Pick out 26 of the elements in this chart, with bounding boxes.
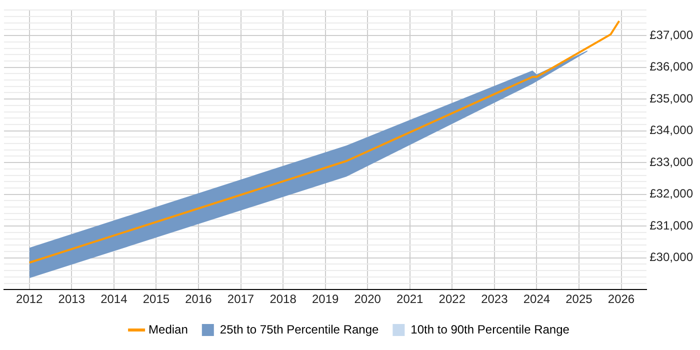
x-tick-label: 2020 bbox=[354, 292, 382, 306]
x-tick-label: 2023 bbox=[481, 292, 508, 306]
y-tick-label: £31,000 bbox=[650, 218, 694, 232]
x-tick-label: 2019 bbox=[312, 292, 339, 306]
legend-label: 25th to 75th Percentile Range bbox=[220, 322, 380, 336]
x-tick-label: 2026 bbox=[608, 292, 635, 306]
x-tick-label: 2021 bbox=[396, 292, 424, 306]
x-tick-label: 2024 bbox=[523, 292, 550, 306]
x-tick-label: 2014 bbox=[100, 292, 128, 306]
y-tick-label: £37,000 bbox=[650, 28, 694, 42]
legend-label: 10th to 90th Percentile Range bbox=[410, 322, 570, 336]
x-tick-label: 2017 bbox=[227, 292, 254, 306]
x-tick-label: 2022 bbox=[438, 292, 466, 306]
y-tick-label: £30,000 bbox=[650, 250, 694, 264]
y-tick-label: £35,000 bbox=[650, 91, 694, 106]
y-tick-label: £33,000 bbox=[650, 154, 694, 169]
x-tick-label: 2013 bbox=[58, 292, 86, 306]
y-tick-label: £34,000 bbox=[650, 123, 694, 138]
legend-label: Median bbox=[148, 322, 188, 336]
x-tick-label: 2015 bbox=[142, 292, 170, 306]
y-tick-label: £32,000 bbox=[650, 186, 694, 201]
x-tick-label: 2012 bbox=[16, 292, 44, 306]
x-tick-label: 2018 bbox=[270, 292, 297, 306]
x-tick-label: 2016 bbox=[185, 292, 212, 306]
x-tick-label: 2025 bbox=[566, 292, 593, 306]
y-tick-label: £36,000 bbox=[650, 60, 694, 74]
